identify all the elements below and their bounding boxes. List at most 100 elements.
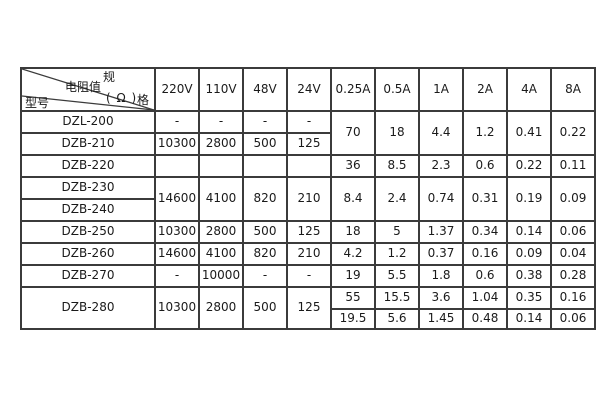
value-cell: 0.28	[550, 264, 596, 288]
value-cell: 4100	[198, 242, 244, 266]
corner-spec-label-bottom: 格	[137, 93, 150, 107]
value-cell-merged: 0.31	[462, 176, 508, 222]
value-cell: 1.04	[462, 286, 508, 310]
value-cell: -	[242, 264, 288, 288]
value-cell: 14600	[154, 242, 200, 266]
value-cell-empty	[242, 154, 288, 178]
value-cell-merged: 0.22	[550, 110, 596, 156]
value-cell: 0.09	[506, 242, 552, 266]
column-header-8a: 8A	[550, 67, 596, 112]
value-cell: 0.37	[418, 242, 464, 266]
value-cell: -	[154, 110, 200, 134]
column-header-0-5a: 0.5A	[374, 67, 420, 112]
value-cell: 0.04	[550, 242, 596, 266]
value-cell: 1.8	[418, 264, 464, 288]
value-cell: 18	[330, 220, 376, 244]
value-cell: 820	[242, 242, 288, 266]
value-cell-empty	[198, 154, 244, 178]
value-cell: -	[286, 264, 332, 288]
value-cell: -	[198, 110, 244, 134]
value-cell: -	[154, 264, 200, 288]
value-cell-merged: 0.74	[418, 176, 464, 222]
table-row-dzb-270: DZB-270 - 10000 - - 19 5.5 1.8 0.6 0.38 …	[20, 264, 596, 288]
row-label: DZB-270	[20, 264, 156, 288]
value-cell: 125	[286, 132, 332, 156]
table-row-dzb-260: DZB-260 14600 4100 820 210 4.2 1.2 0.37 …	[20, 242, 596, 266]
value-cell-merged: 1.2	[462, 110, 508, 156]
table-row-dzb-220: DZB-220 36 8.5 2.3 0.6 0.22 0.11	[20, 154, 596, 178]
value-cell: 125	[286, 220, 332, 244]
value-cell: 10300	[154, 220, 200, 244]
value-cell: 10300	[154, 132, 200, 156]
value-cell: 0.16	[462, 242, 508, 266]
value-cell: 0.35	[506, 286, 552, 310]
row-label: DZB-250	[20, 220, 156, 244]
table-row-dzb-250: DZB-250 10300 2800 500 125 18 5 1.37 0.3…	[20, 220, 596, 244]
column-header-110v: 110V	[198, 67, 244, 112]
value-cell-merged: 125	[286, 286, 332, 330]
value-cell-merged: 0.41	[506, 110, 552, 156]
value-cell-merged: 2.4	[374, 176, 420, 222]
value-cell: -	[242, 110, 288, 134]
value-cell: 0.06	[550, 220, 596, 244]
relay-resistance-spec-table: 规 格 电阻值 ( Ω ) 型号 220V 110V 48V 24V 0.25A…	[20, 67, 596, 330]
header-row: 规 格 电阻值 ( Ω ) 型号 220V 110V 48V 24V 0.25A…	[20, 67, 596, 112]
value-cell-merged: 210	[286, 176, 332, 222]
value-cell: 2800	[198, 220, 244, 244]
corner-resistance-label: 电阻值	[65, 80, 102, 94]
value-cell: 5	[374, 220, 420, 244]
value-cell-merged: 14600	[154, 176, 200, 222]
value-cell-merged: 2800	[198, 286, 244, 330]
value-cell: 500	[242, 132, 288, 156]
value-cell-merged: 500	[242, 286, 288, 330]
table-row-dzb-240: DZB-240	[20, 198, 595, 222]
table-row-dzb-230: DZB-230 14600 4100 820 210 8.4 2.4 0.74 …	[20, 176, 596, 222]
corner-spec-label-top: 规	[103, 70, 116, 84]
value-cell-merged: 8.4	[330, 176, 376, 222]
value-cell-merged: 4.4	[418, 110, 464, 156]
row-label: DZB-280	[20, 286, 156, 330]
value-cell: 5.6	[374, 308, 420, 330]
value-cell: 0.16	[550, 286, 596, 310]
column-header-48v: 48V	[242, 67, 288, 112]
row-label: DZL-200	[20, 110, 156, 134]
diagonal-divider-lines	[23, 70, 153, 109]
value-cell: 36	[330, 154, 376, 178]
value-cell-merged: 0.19	[506, 176, 552, 222]
value-cell: -	[286, 110, 332, 134]
column-header-1a: 1A	[418, 67, 464, 112]
value-cell-merged: 70	[330, 110, 376, 156]
value-cell-empty	[286, 154, 332, 178]
value-cell: 1.37	[418, 220, 464, 244]
value-cell: 500	[242, 220, 288, 244]
value-cell: 0.34	[462, 220, 508, 244]
value-cell-merged: 18	[374, 110, 420, 156]
row-label: DZB-260	[20, 242, 156, 266]
value-cell: 55	[330, 286, 376, 310]
table-row-dzb-280: DZB-280 10300 2800 500 125 55 15.5 3.6 1…	[20, 286, 596, 330]
corner-ohm-unit-label: ( Ω )	[106, 91, 138, 105]
row-label: DZB-220	[20, 154, 156, 178]
table-row-dzl-200: DZL-200 - - - - 70 18 4.4 1.2 0.41 0.22	[20, 110, 596, 156]
row-label: DZB-240	[20, 198, 156, 222]
column-header-24v: 24V	[286, 67, 332, 112]
value-cell: 5.5	[374, 264, 420, 288]
value-cell-merged: 820	[242, 176, 288, 222]
value-cell: 0.06	[550, 308, 596, 330]
value-cell: 19.5	[330, 308, 376, 330]
value-cell: 0.22	[506, 154, 552, 178]
row-label: DZB-230	[20, 176, 156, 200]
value-cell: 2.3	[418, 154, 464, 178]
value-cell: 0.11	[550, 154, 596, 178]
value-cell: 15.5	[374, 286, 420, 310]
table-row-dzb-210: DZB-210 10300 2800 500 125	[20, 132, 595, 156]
value-cell: 0.6	[462, 154, 508, 178]
value-cell: 210	[286, 242, 332, 266]
value-cell: 8.5	[374, 154, 420, 178]
value-cell: 19	[330, 264, 376, 288]
value-cell: 1.45	[418, 308, 464, 330]
value-cell: 0.48	[462, 308, 508, 330]
column-header-2a: 2A	[462, 67, 508, 112]
value-cell: 2800	[198, 132, 244, 156]
